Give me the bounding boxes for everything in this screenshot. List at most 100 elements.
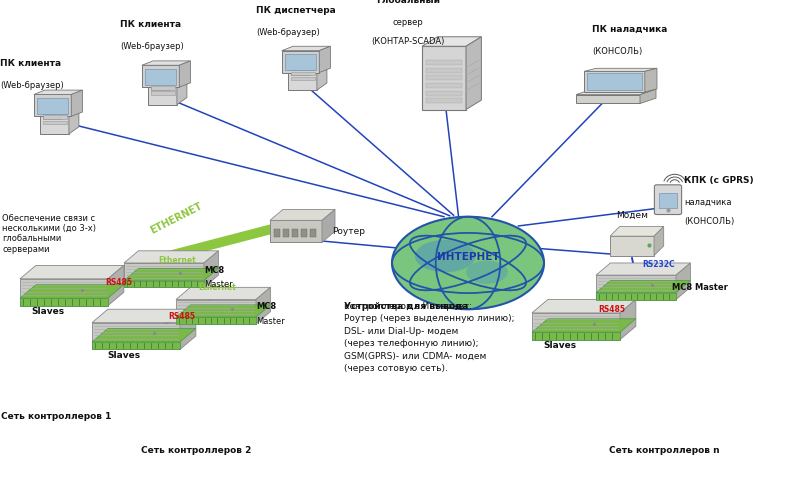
Bar bbox=[426, 60, 462, 65]
Text: Ethernet: Ethernet bbox=[158, 256, 196, 265]
Bar bbox=[124, 263, 204, 287]
Polygon shape bbox=[92, 309, 196, 323]
Bar bbox=[659, 193, 677, 207]
Bar bbox=[42, 110, 66, 113]
Polygon shape bbox=[620, 300, 636, 340]
Text: Master: Master bbox=[204, 281, 233, 289]
Bar bbox=[20, 298, 108, 306]
Polygon shape bbox=[676, 263, 690, 300]
Polygon shape bbox=[20, 265, 124, 279]
Polygon shape bbox=[532, 319, 636, 332]
Text: RS485: RS485 bbox=[106, 278, 133, 287]
Polygon shape bbox=[654, 226, 664, 256]
Polygon shape bbox=[532, 300, 636, 313]
Polygon shape bbox=[256, 287, 270, 324]
Bar bbox=[310, 229, 316, 237]
Bar bbox=[610, 236, 654, 256]
Ellipse shape bbox=[392, 217, 544, 309]
Polygon shape bbox=[176, 287, 270, 300]
Text: ETHERNET: ETHERNET bbox=[148, 201, 204, 236]
Bar bbox=[301, 229, 307, 237]
Bar bbox=[290, 72, 314, 75]
Text: Глобальный: Глобальный bbox=[376, 0, 440, 5]
Bar bbox=[124, 281, 204, 287]
Text: Обеспечение связи с
несколькими (до 3-х)
глобальными
серверами: Обеспечение связи с несколькими (до 3-х)… bbox=[2, 214, 97, 254]
Text: Устройства для вывода: Устройства для вывода bbox=[344, 302, 468, 311]
Polygon shape bbox=[584, 68, 657, 72]
Polygon shape bbox=[270, 209, 335, 220]
Polygon shape bbox=[610, 226, 664, 236]
Text: ПК клиента: ПК клиента bbox=[120, 20, 181, 29]
Polygon shape bbox=[179, 61, 190, 87]
Bar bbox=[596, 293, 676, 300]
Text: (Web-браузер): (Web-браузер) bbox=[120, 42, 184, 51]
Text: Slaves: Slaves bbox=[31, 307, 65, 316]
Polygon shape bbox=[176, 305, 270, 317]
Bar bbox=[288, 61, 317, 90]
Bar bbox=[150, 92, 174, 95]
Bar bbox=[270, 220, 322, 242]
Text: (КОНСОЛЬ): (КОНСОЛЬ) bbox=[592, 47, 642, 56]
Text: MC8 Master: MC8 Master bbox=[672, 283, 728, 292]
Text: наладчика: наладчика bbox=[684, 198, 731, 207]
Text: Сеть контроллеров 1: Сеть контроллеров 1 bbox=[1, 412, 111, 421]
Polygon shape bbox=[645, 68, 657, 92]
Bar bbox=[285, 54, 316, 70]
Text: (КОНТАР-SCADA): (КОНТАР-SCADA) bbox=[371, 37, 445, 46]
Bar bbox=[42, 121, 66, 124]
Bar bbox=[150, 81, 174, 84]
Bar bbox=[292, 229, 298, 237]
Bar bbox=[290, 77, 314, 80]
Text: (Web-браузер): (Web-браузер) bbox=[256, 28, 320, 37]
Polygon shape bbox=[148, 69, 187, 76]
Bar bbox=[532, 332, 620, 340]
Text: контроллеров в Интернет:
Роутер (через выделенную линию);
DSL- или Dial-Up- моде: контроллеров в Интернет: Роутер (через в… bbox=[344, 302, 514, 374]
Text: сервер: сервер bbox=[393, 18, 423, 27]
Polygon shape bbox=[40, 98, 79, 105]
Polygon shape bbox=[640, 89, 656, 104]
Bar bbox=[290, 66, 314, 70]
Polygon shape bbox=[142, 61, 190, 65]
Text: Ethernet: Ethernet bbox=[198, 283, 236, 292]
Text: ПК клиента: ПК клиента bbox=[0, 59, 61, 68]
Polygon shape bbox=[319, 46, 330, 73]
Text: Slaves: Slaves bbox=[543, 341, 577, 350]
Bar bbox=[283, 229, 290, 237]
Ellipse shape bbox=[414, 240, 475, 272]
Bar bbox=[43, 116, 62, 119]
Polygon shape bbox=[576, 89, 656, 94]
Bar bbox=[150, 86, 174, 90]
Bar bbox=[176, 300, 256, 324]
Bar bbox=[40, 105, 69, 134]
Bar bbox=[282, 51, 319, 73]
Bar bbox=[576, 94, 640, 104]
Bar bbox=[426, 83, 462, 88]
Polygon shape bbox=[180, 309, 196, 350]
Bar bbox=[426, 68, 462, 73]
Text: RS485: RS485 bbox=[598, 305, 626, 314]
Text: Роутер: Роутер bbox=[332, 227, 365, 236]
Bar bbox=[92, 323, 180, 350]
Polygon shape bbox=[124, 268, 218, 281]
FancyBboxPatch shape bbox=[654, 185, 682, 214]
Bar bbox=[148, 76, 177, 105]
Bar bbox=[426, 91, 462, 95]
Text: Сеть контроллеров n: Сеть контроллеров n bbox=[609, 447, 719, 455]
Text: RS232C: RS232C bbox=[642, 260, 675, 269]
Polygon shape bbox=[317, 55, 327, 90]
Text: КПК (с GPRS): КПК (с GPRS) bbox=[684, 176, 754, 185]
Polygon shape bbox=[596, 263, 690, 275]
Text: MC8: MC8 bbox=[204, 266, 224, 275]
Bar bbox=[422, 46, 466, 110]
Bar bbox=[291, 73, 310, 75]
Bar bbox=[426, 75, 462, 80]
Bar bbox=[584, 72, 645, 92]
Bar bbox=[596, 275, 676, 300]
Ellipse shape bbox=[466, 261, 508, 284]
Bar bbox=[92, 342, 180, 350]
Bar bbox=[274, 229, 280, 237]
Text: Master: Master bbox=[256, 317, 285, 326]
Polygon shape bbox=[34, 90, 82, 94]
Polygon shape bbox=[288, 55, 327, 61]
Polygon shape bbox=[20, 285, 124, 298]
